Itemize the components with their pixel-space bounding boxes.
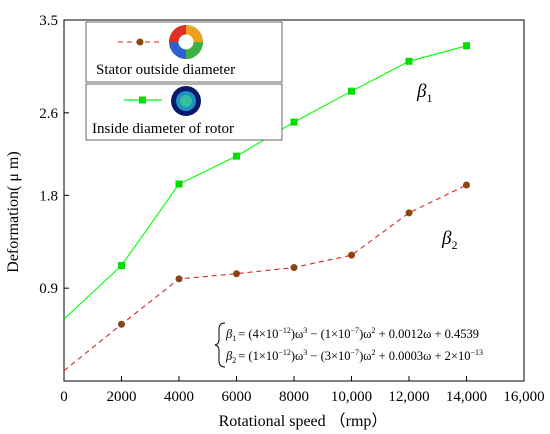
data-point bbox=[233, 152, 240, 160]
legend-marker-stator bbox=[136, 38, 144, 46]
y-axis-title: Deformation( μ m) bbox=[5, 151, 22, 272]
data-point bbox=[233, 270, 240, 278]
equation-brace bbox=[214, 322, 226, 368]
curve-label-beta2: β2 bbox=[441, 228, 457, 252]
data-point bbox=[290, 264, 298, 272]
equation-beta1: β1 = (4×10−12)ω3 − (1×10−7)ω2 + 0.0012ω +… bbox=[225, 326, 479, 343]
data-point bbox=[405, 57, 413, 65]
legend-marker-rotor bbox=[139, 96, 146, 104]
stator-thumbnail-icon bbox=[169, 25, 203, 59]
data-point bbox=[290, 118, 298, 126]
series-line bbox=[63, 184, 467, 372]
x-tick-label: 4000 bbox=[164, 389, 194, 405]
x-tick-label: 12,000 bbox=[388, 389, 429, 405]
x-tick-label: 6000 bbox=[222, 389, 252, 405]
legend-entry-stator: Stator outside diameter bbox=[85, 21, 283, 83]
fit-equations: β1 = (4×10−12)ω3 − (1×10−7)ω2 + 0.0012ω +… bbox=[214, 322, 483, 368]
y-tick-label: 0.9 bbox=[39, 281, 58, 297]
x-tick-label: 8000 bbox=[279, 389, 309, 405]
legend-label-rotor: Inside diameter of rotor bbox=[92, 121, 234, 137]
rotor-thumbnail-icon bbox=[171, 86, 201, 116]
y-tick-label: 1.8 bbox=[39, 188, 58, 204]
axes-group: 0 2000 4000 6000 8000 10,000 12,000 14,000 16,00… bbox=[39, 13, 544, 405]
data-point bbox=[463, 42, 470, 50]
data-point bbox=[175, 275, 183, 283]
data-point bbox=[348, 87, 355, 95]
data-point bbox=[118, 261, 125, 269]
y-tick-label: 2.6 bbox=[39, 106, 58, 122]
x-tick-label: 10,000 bbox=[331, 389, 372, 405]
series-stator bbox=[63, 181, 470, 372]
data-point bbox=[175, 180, 183, 188]
curve-label-beta1: β1 bbox=[416, 81, 432, 105]
x-tick-label: 2000 bbox=[107, 389, 137, 405]
y-tick-label: 3.5 bbox=[39, 13, 58, 29]
data-point bbox=[463, 181, 470, 189]
x-tick-label: 0 bbox=[60, 389, 68, 405]
x-axis-title: Rotational speed （rmp） bbox=[219, 412, 388, 430]
x-tick-label: 14,000 bbox=[446, 389, 487, 405]
x-tick-label: 16,000 bbox=[503, 389, 544, 405]
data-point bbox=[348, 251, 355, 259]
data-point bbox=[405, 209, 413, 217]
equation-beta2: β2 = (1×10−12)ω3 − (3×10−7)ω2 + 0.0003ω +… bbox=[225, 348, 483, 365]
data-point bbox=[118, 320, 125, 328]
legend-label-stator: Stator outside diameter bbox=[96, 62, 235, 78]
legend-entry-rotor: Inside diameter of rotor bbox=[85, 83, 283, 141]
